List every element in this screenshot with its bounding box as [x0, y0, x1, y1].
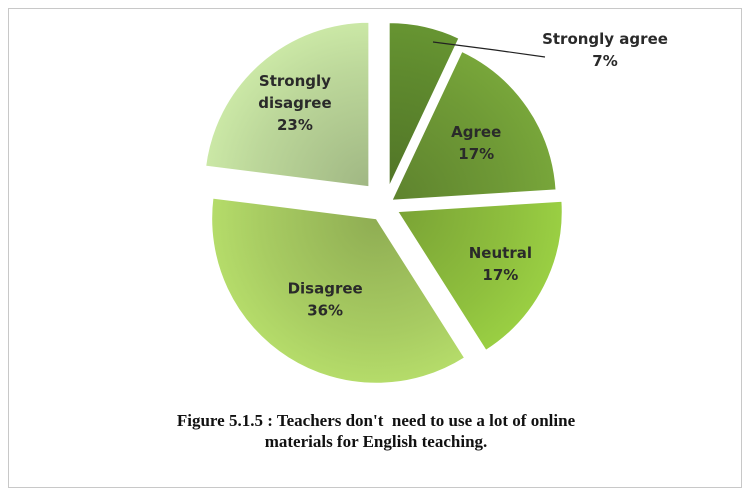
pie-slice-strongly-disagree	[204, 21, 370, 188]
pie-slice-disagree	[210, 196, 466, 385]
data-label-disagree: 36%	[307, 301, 343, 319]
category-label-disagree-0: Disagree	[288, 279, 363, 297]
caption-line-2: materials for English teaching.	[264, 432, 488, 451]
data-label-neutral: 17%	[482, 266, 518, 284]
category-label-strongly-agree-0: Strongly agree	[542, 30, 668, 48]
pie-slice-agree	[390, 50, 558, 202]
caption-line-1: Figure 5.1.5 : Teachers don't need to us…	[176, 411, 576, 430]
category-label-agree-0: Agree	[451, 123, 501, 141]
leader-line-strongly-agree	[432, 41, 546, 58]
pie-slice-strongly-agree	[388, 21, 461, 188]
data-label-strongly-disagree: 23%	[277, 116, 313, 134]
data-label-agree: 17%	[458, 145, 494, 163]
category-label-strongly-disagree-1: disagree	[258, 94, 331, 112]
pie-slice-neutral	[396, 200, 564, 352]
category-label-strongly-disagree-0: Strongly	[259, 72, 331, 90]
figure-caption: Figure 5.1.5 : Teachers don't need to us…	[0, 410, 752, 452]
data-label-strongly-agree: 7%	[592, 52, 617, 70]
category-label-neutral-0: Neutral	[469, 244, 532, 262]
